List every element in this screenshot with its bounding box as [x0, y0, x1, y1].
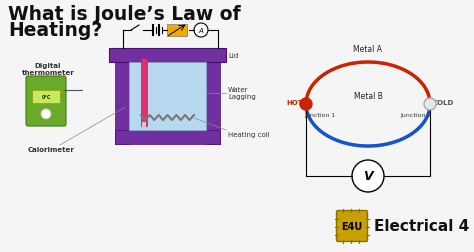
- Text: 0°C: 0°C: [41, 94, 51, 100]
- Text: E4U: E4U: [341, 221, 363, 231]
- Text: Heating coil: Heating coil: [228, 132, 270, 137]
- Text: Metal B: Metal B: [354, 92, 383, 101]
- Circle shape: [194, 24, 208, 38]
- Text: Water
Lagging: Water Lagging: [228, 87, 256, 100]
- Text: HOT: HOT: [286, 100, 303, 106]
- FancyBboxPatch shape: [26, 77, 66, 127]
- Bar: [206, 53, 220, 144]
- Text: COLD: COLD: [433, 100, 454, 106]
- Circle shape: [424, 99, 436, 111]
- Circle shape: [300, 99, 312, 111]
- Bar: [129, 63, 206, 131]
- Text: A: A: [199, 28, 203, 34]
- Text: Electrical 4 U: Electrical 4 U: [374, 219, 474, 234]
- Bar: [115, 131, 220, 144]
- Bar: [32, 90, 60, 104]
- Text: V: V: [363, 169, 373, 182]
- Text: Digital
thermometer: Digital thermometer: [22, 63, 74, 76]
- Text: Heating?: Heating?: [8, 21, 102, 40]
- Bar: [167, 25, 187, 37]
- Bar: [141, 59, 147, 127]
- Text: Junction 2: Junction 2: [401, 113, 432, 117]
- Text: Calorimeter: Calorimeter: [28, 146, 75, 152]
- Text: Metal A: Metal A: [354, 45, 383, 54]
- Bar: [142, 122, 146, 131]
- FancyBboxPatch shape: [337, 211, 367, 241]
- Text: Lid: Lid: [228, 53, 238, 59]
- Bar: [115, 53, 129, 144]
- Text: What is Joule’s Law of: What is Joule’s Law of: [8, 5, 241, 24]
- Text: Junction 1: Junction 1: [304, 113, 336, 117]
- Bar: [109, 49, 226, 63]
- Circle shape: [352, 160, 384, 192]
- Circle shape: [41, 109, 51, 119]
